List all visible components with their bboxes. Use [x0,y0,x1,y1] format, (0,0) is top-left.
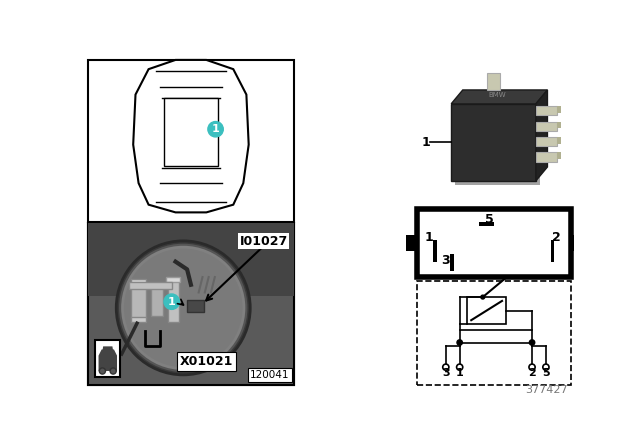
Bar [488,73,500,90]
Bar [88,223,294,385]
Bar [95,340,120,377]
Text: 120041: 120041 [250,370,289,380]
Text: BMW: BMW [488,92,506,98]
Bar [451,104,536,181]
Bar [417,209,570,277]
Text: 1: 1 [421,136,430,149]
Bar [433,240,437,262]
Bar [451,254,454,271]
Bar [168,280,179,322]
Bar [536,152,557,162]
Text: 1: 1 [424,231,433,244]
Bar [131,317,147,322]
Polygon shape [451,90,547,104]
Bar [536,121,557,131]
Bar [536,137,557,146]
Circle shape [529,364,535,370]
Bar [88,60,294,222]
Text: 2: 2 [552,231,561,244]
Text: 2: 2 [528,368,536,378]
Bar [455,108,540,185]
Circle shape [543,364,549,370]
Bar [131,281,147,319]
Bar [151,283,163,315]
Bar [536,106,557,116]
Bar [164,99,218,166]
Circle shape [124,249,243,367]
Bar [417,281,570,385]
Bar [406,236,417,251]
Text: 3: 3 [442,254,450,267]
Polygon shape [102,346,114,356]
Polygon shape [133,60,249,212]
Text: 3: 3 [442,368,450,378]
Circle shape [116,241,250,375]
Bar [557,152,561,159]
Bar [570,236,581,251]
Bar [557,121,561,129]
Text: 1: 1 [456,368,463,378]
Bar [467,297,506,324]
Circle shape [456,364,463,370]
Circle shape [529,340,535,345]
Bar [557,137,561,144]
Circle shape [443,364,449,370]
Text: X01021: X01021 [180,355,233,368]
Circle shape [164,294,179,310]
Circle shape [120,245,246,371]
Bar [187,300,204,312]
Circle shape [208,121,223,137]
Text: I01027: I01027 [240,235,288,248]
Text: 5: 5 [485,213,494,226]
Bar [129,282,172,289]
Text: 1: 1 [168,297,175,307]
Circle shape [99,368,106,374]
Circle shape [110,368,116,374]
Bar [417,61,570,208]
Bar [131,279,147,285]
Bar [550,240,554,262]
Bar [460,330,532,343]
Bar [88,223,294,296]
Polygon shape [99,349,117,371]
Text: 377427: 377427 [525,385,568,395]
Text: 1: 1 [212,124,220,134]
Bar [557,106,561,113]
Bar [88,223,294,385]
Text: 5: 5 [542,368,550,378]
Polygon shape [536,90,547,181]
Circle shape [481,295,484,299]
Bar [479,222,494,226]
Bar [166,277,180,282]
Circle shape [457,340,462,345]
